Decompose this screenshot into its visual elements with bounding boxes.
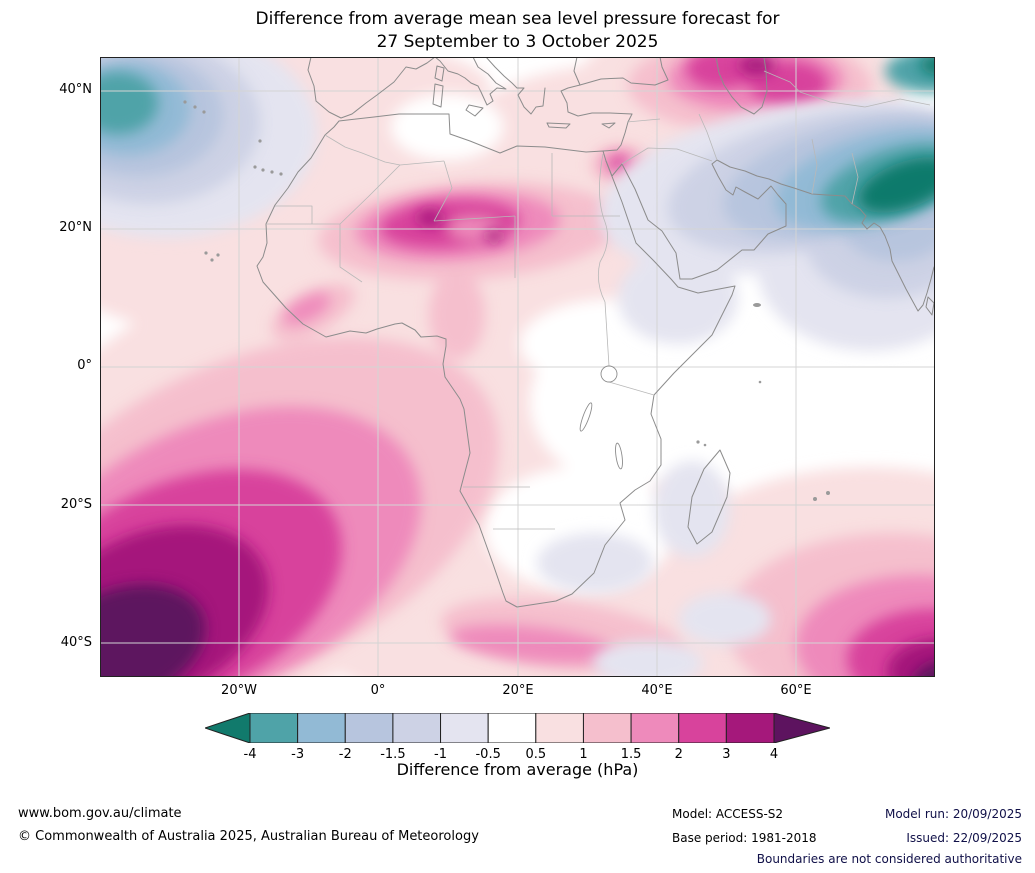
footer-copyright: © Commonwealth of Australia 2025, Austra… (18, 829, 479, 844)
colorbar-tick-label: 2 (674, 747, 683, 762)
lat-tick-0: 0° (77, 358, 92, 373)
colorbar-swatches (203, 712, 832, 744)
lon-tick-0: 0° (370, 683, 386, 698)
footer-issued: Issued: 22/09/2025 (906, 831, 1022, 845)
anomaly-map-svg (100, 57, 935, 677)
title-line-1: Difference from average mean sea level p… (255, 9, 780, 29)
island-marks (183, 100, 830, 501)
footer-model-run: Model run: 20/09/2025 (884, 807, 1022, 821)
lon-tick-20w: 20°W (221, 683, 257, 698)
contour-fill-purple (100, 584, 935, 677)
colorbar-tick-label: 1 (579, 747, 588, 762)
colorbar-tick-label: -1.5 (380, 747, 406, 762)
country-borders (266, 70, 931, 530)
lat-tick-40s: 40°S (60, 635, 92, 650)
colorbar-tick-label: -2 (338, 747, 352, 762)
lat-tick-20n: 20°N (59, 220, 92, 235)
lon-tick-40e: 40°E (641, 683, 673, 698)
lat-tick-40n: 40°N (59, 82, 92, 97)
colorbar-tick-labels: -4 -3 -2 -1.5 -1 -0.5 0.5 1 1.5 2 3 4 (205, 747, 830, 765)
colorbar-label: Difference from average (hPa) (396, 760, 639, 779)
lon-tick-60e: 60°E (780, 683, 812, 698)
footer-base-period: Base period: 1981-2018 (672, 831, 817, 845)
colorbar-tick-label: -4 (243, 747, 257, 762)
colorbar-tick-label: 0.5 (525, 747, 547, 762)
colorbar-tick-label: -0.5 (475, 747, 501, 762)
page-title: Difference from average mean sea level p… (0, 8, 1035, 54)
colorbar-tick-label: -3 (291, 747, 305, 762)
colorbar: -4 -3 -2 -1.5 -1 -0.5 0.5 1 1.5 2 3 4 (203, 712, 832, 771)
colorbar-tick-label: -1 (434, 747, 448, 762)
colorbar-tick-label: 3 (722, 747, 731, 762)
coastlines (256, 57, 935, 608)
footer-model: Model: ACCESS-S2 (672, 807, 784, 821)
footer-website[interactable]: www.bom.gov.au/climate (18, 806, 182, 821)
gridlines (100, 57, 935, 677)
map-area (100, 57, 935, 677)
colorbar-tick-label: 4 (769, 747, 779, 762)
title-line-2: 27 September to 3 October 2025 (376, 32, 659, 52)
lat-tick-20s: 20°S (60, 497, 92, 512)
footer-disclaimer: Boundaries are not considered authoritat… (756, 852, 1022, 866)
map-frame (100, 57, 935, 677)
lakes (579, 365, 623, 470)
lon-tick-20e: 20°E (502, 683, 534, 698)
colorbar-tick-label: 1.5 (620, 747, 642, 762)
contour-fill-dark-teal (858, 57, 935, 213)
